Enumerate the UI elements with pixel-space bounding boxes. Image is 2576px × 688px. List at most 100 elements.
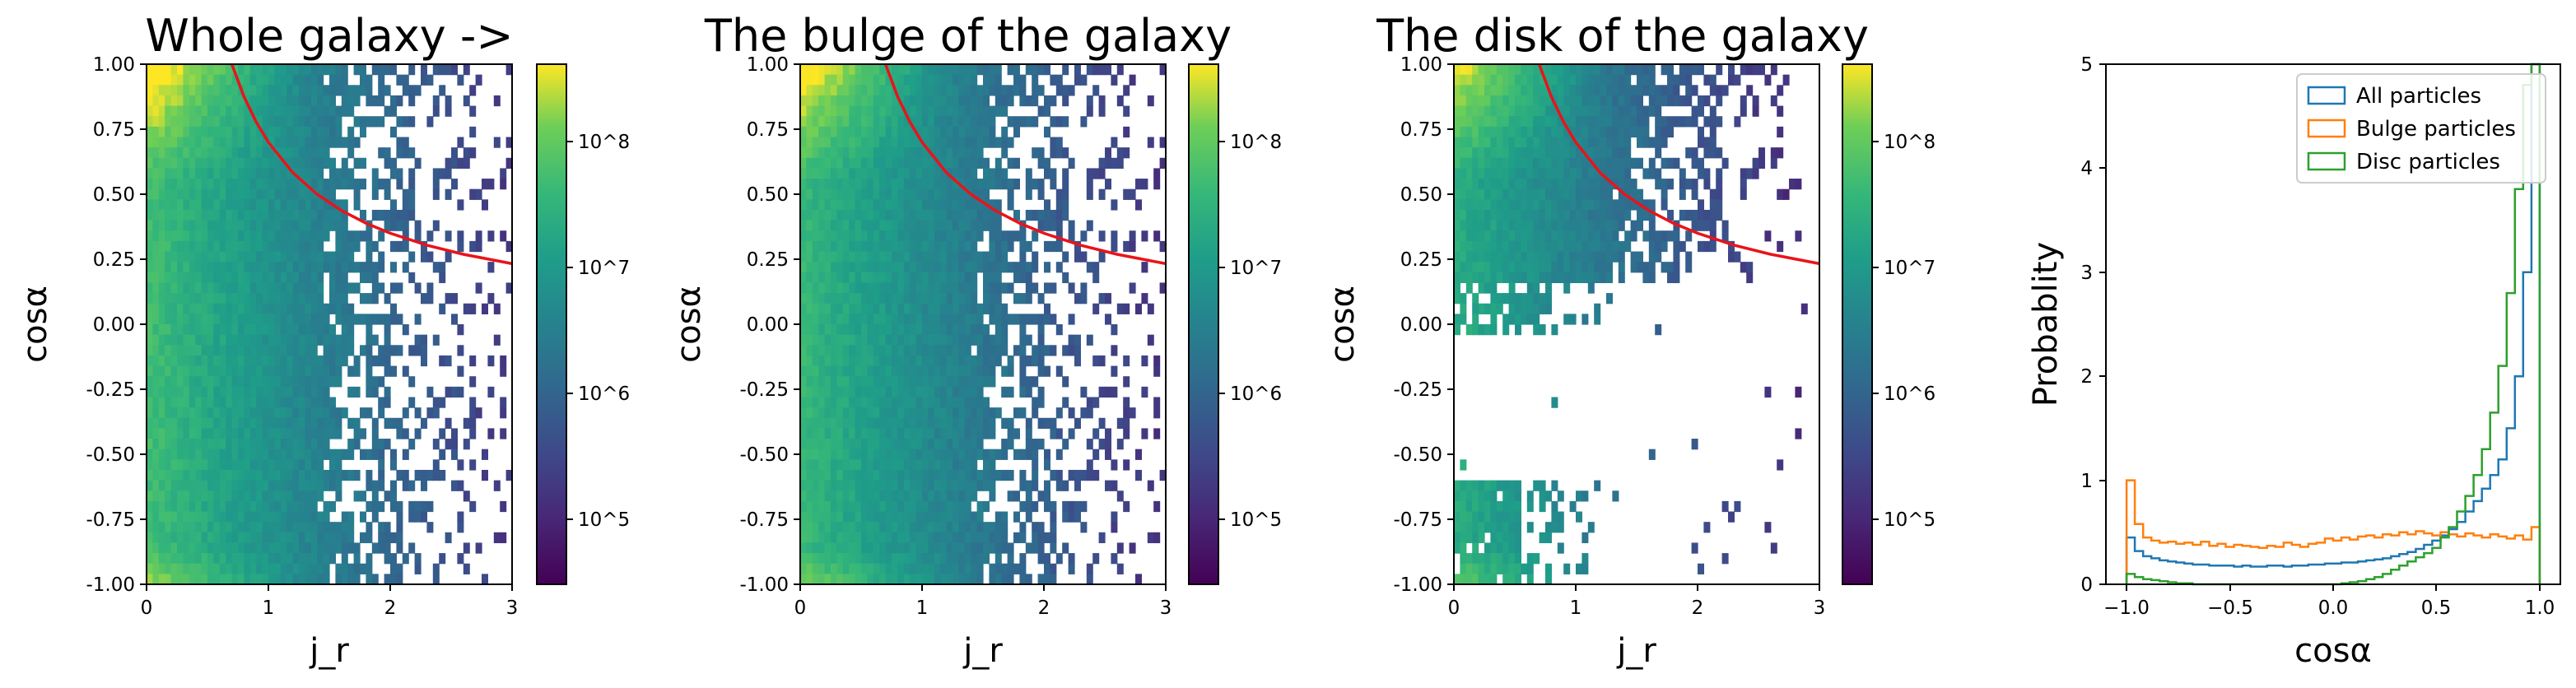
heatmap-cell (861, 386, 868, 398)
heatmap-cell (1539, 105, 1546, 117)
heatmap-cell (836, 220, 844, 231)
heatmap-cell (165, 95, 172, 107)
heatmap-cell (366, 480, 373, 491)
heatmap-cell (934, 64, 941, 76)
heatmap-cell (1533, 95, 1540, 107)
colorbar-tick: 10^6 (566, 384, 630, 405)
colorbar: 10^8 10^7 10^6 10^5 (1188, 63, 1282, 585)
heatmap-cell (475, 240, 482, 253)
heatmap-cell (396, 574, 403, 585)
heatmap-cell (1098, 64, 1106, 76)
heatmap-cell (286, 262, 294, 273)
y-tick: 0.50 (93, 184, 147, 206)
heatmap-cell (231, 85, 239, 96)
heatmap-cell (226, 449, 233, 460)
heatmap-cell (310, 188, 318, 200)
heatmap-cell (1600, 272, 1607, 284)
heatmap-cell (274, 314, 282, 325)
heatmap-cell (976, 480, 984, 491)
heatmap-cell (195, 147, 203, 159)
heatmap-cell (1490, 220, 1498, 231)
heatmap-cell (971, 137, 978, 148)
heatmap-cell (836, 449, 844, 460)
heatmap-cell (249, 126, 257, 138)
heatmap-cell (219, 397, 226, 408)
heatmap-cell (995, 511, 1002, 523)
heatmap-cell (371, 262, 379, 273)
heatmap-cell (238, 480, 245, 491)
heatmap-cell (806, 188, 813, 200)
heatmap-cell (940, 563, 948, 574)
heatmap-cell (989, 282, 996, 294)
heatmap-cell (971, 459, 978, 471)
heatmap-cell (165, 220, 172, 231)
heatmap-cell (897, 179, 905, 190)
heatmap-cell (457, 386, 464, 398)
heatmap-cell (249, 74, 257, 86)
heatmap-cell (855, 179, 862, 190)
heatmap-cell (1502, 324, 1510, 336)
heatmap-cell (928, 376, 935, 388)
heatmap-cell (1454, 522, 1460, 533)
heatmap-cell (1044, 303, 1050, 314)
heatmap-cell (995, 85, 1002, 96)
heatmap-cell (915, 500, 923, 513)
heatmap-cell (976, 345, 984, 356)
heatmap-cell (836, 459, 844, 471)
heatmap-cell (378, 314, 385, 325)
heatmap-cell (500, 365, 507, 377)
heatmap-cell (855, 397, 862, 408)
heatmap-cell (934, 179, 941, 190)
heatmap-cell (238, 574, 245, 585)
heatmap-cell (165, 490, 172, 502)
heatmap-cell (1545, 563, 1552, 574)
heatmap-cell (971, 293, 978, 304)
heatmap-cell (177, 230, 184, 242)
heatmap-cell (940, 439, 948, 450)
heatmap-cell (177, 116, 184, 128)
heatmap-cell (201, 428, 208, 439)
heatmap-cell (806, 469, 813, 481)
heatmap-cell (885, 220, 892, 231)
heatmap-cell (971, 417, 978, 429)
heatmap-cell (995, 407, 1002, 419)
heatmap-cell (262, 428, 269, 439)
heatmap-cell (305, 542, 312, 554)
heatmap-cell (147, 137, 153, 148)
heatmap-cell (353, 553, 361, 565)
heatmap-cell (976, 157, 984, 169)
heatmap-cell (1526, 168, 1534, 179)
heatmap-cell (1472, 220, 1479, 231)
heatmap-cell (299, 230, 305, 242)
heatmap-cell (366, 376, 373, 388)
heatmap-cell (378, 522, 385, 533)
heatmap-cell (1545, 272, 1552, 284)
heatmap-cell (861, 168, 868, 179)
heatmap-cell (147, 74, 153, 86)
heatmap-cell (207, 490, 214, 502)
heatmap-cell (384, 386, 391, 398)
heatmap-cell (158, 334, 165, 346)
heatmap-cell (1001, 147, 1009, 159)
heatmap-cell (1606, 220, 1613, 231)
heatmap-cell (989, 480, 996, 491)
heatmap-cell (983, 293, 990, 304)
heatmap-cell (292, 303, 300, 314)
heatmap-cell (958, 85, 966, 96)
heatmap-cell (910, 105, 917, 117)
heatmap-cell (189, 500, 196, 513)
x-tick: 0 (141, 584, 152, 619)
heatmap-cell (971, 74, 978, 86)
heatmap-cell (366, 116, 373, 128)
heatmap-cell (432, 334, 440, 346)
heatmap-cell (1508, 168, 1516, 179)
heatmap-cell (867, 428, 874, 439)
heatmap-cell (323, 105, 330, 117)
heatmap-cell (989, 376, 996, 388)
heatmap-cell (989, 220, 996, 231)
heatmap-cell (1484, 511, 1491, 523)
heatmap-cell (1454, 137, 1460, 148)
heatmap-cell (158, 563, 165, 574)
heatmap-cell (897, 168, 905, 179)
heatmap-cell (310, 240, 318, 253)
